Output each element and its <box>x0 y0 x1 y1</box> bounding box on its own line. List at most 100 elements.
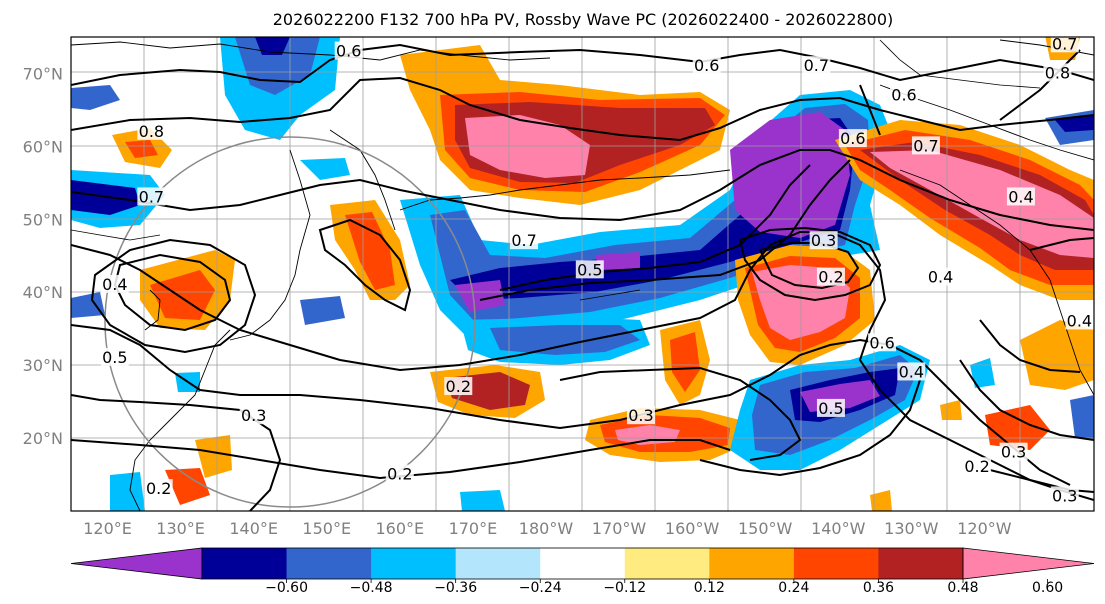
contour-label-box <box>510 231 539 250</box>
contour-label-box <box>809 231 838 250</box>
colorbar-segment <box>540 548 626 579</box>
contour-label-box <box>816 398 845 417</box>
lon-label: 160°E <box>375 519 424 538</box>
pv-contours-thin <box>71 39 1041 301</box>
lat-label: 70°N <box>23 64 63 83</box>
contour-label-box <box>1043 63 1072 82</box>
lat-label: 20°N <box>23 429 63 448</box>
colorbar-segment <box>793 548 879 579</box>
latitude-labels: 20°N 30°N 40°N 50°N 60°N 70°N <box>23 64 63 448</box>
contour-label: 0.3 <box>241 406 266 425</box>
lon-label: 150°W <box>738 519 793 538</box>
colorbar-segment <box>286 548 372 579</box>
colorbar-tick-label: 0.60 <box>1032 580 1063 596</box>
lon-label: 180°W <box>519 519 574 538</box>
contour-label: 0.7 <box>139 187 164 206</box>
contour-label: 0.8 <box>1045 63 1070 82</box>
contour-label: 0.6 <box>869 333 894 352</box>
colorbar-tick-label: 0.36 <box>863 580 894 596</box>
lon-label: 130°W <box>884 519 939 538</box>
lon-label: 130°E <box>156 519 205 538</box>
contour-label-box <box>575 260 604 279</box>
contour-label: 0.2 <box>387 465 412 484</box>
colorbar-extend-high <box>962 547 1095 580</box>
contour-label: 0.6 <box>336 42 361 61</box>
colorbar-segment <box>202 548 288 579</box>
contour-label: 0.6 <box>694 56 719 75</box>
colorbar-tick-label: −0.12 <box>603 580 646 596</box>
contour-label: 0.4 <box>1067 311 1092 330</box>
colorbar-outline <box>201 547 964 580</box>
colorbar-tick-label: 0.48 <box>947 580 978 596</box>
colorbar-tick-label: −0.48 <box>350 580 393 596</box>
longitude-labels: 120°E 130°E 140°E 150°E 160°E 170°E 180°W 170°W… <box>83 519 1012 538</box>
contour-label-box <box>1006 187 1035 206</box>
contour-labels: 0.6 0.8 0.7 0.4 0.5 0.3 0.2 0.2 0.2 0.7 0.5 0.6 0.7 0… <box>100 34 1094 505</box>
contour-label-box <box>816 267 845 286</box>
contour-label: 0.2 <box>146 479 171 498</box>
map-panel: 0.6 0.8 0.7 0.4 0.5 0.3 0.2 0.2 0.2 0.7 0.5 0.6 0.7 0… <box>71 34 1094 511</box>
contour-label: 0.6 <box>840 129 865 148</box>
contour-label-box <box>926 267 955 286</box>
lon-label: 140°W <box>811 519 866 538</box>
contour-label-box <box>911 136 940 155</box>
contour-label: 0.2 <box>446 377 471 396</box>
lon-label: 170°E <box>449 519 498 538</box>
contour-label: 0.5 <box>102 348 127 367</box>
contour-label-box <box>444 377 473 396</box>
contour-label: 0.4 <box>899 362 924 381</box>
contour-label: 0.2 <box>818 268 843 287</box>
map-title: 2026022200 F132 700 hPa PV, Rossby Wave … <box>273 10 894 29</box>
lat-label: 60°N <box>23 137 63 156</box>
colorbar-tick-label: −0.24 <box>519 580 562 596</box>
contour-label: 0.6 <box>891 85 916 104</box>
contour-label: 0.3 <box>628 406 653 425</box>
lat-label: 30°N <box>23 356 63 375</box>
contour-label-box <box>999 442 1028 461</box>
colorbar-tick-label: −0.36 <box>434 580 477 596</box>
contour-label: 0.5 <box>818 399 843 418</box>
contour-label: 0.3 <box>1001 443 1026 462</box>
contour-label-box <box>144 479 173 498</box>
contour-label: 0.3 <box>1052 486 1077 505</box>
contour-label: 0.7 <box>1052 34 1077 53</box>
contour-label-box <box>692 56 721 75</box>
lon-label: 140°E <box>229 519 278 538</box>
colorbar-tick-label: −0.60 <box>265 580 308 596</box>
contour-label: 0.4 <box>1008 187 1033 206</box>
lat-label: 40°N <box>23 283 63 302</box>
contour-label-box <box>385 464 414 483</box>
contour-label-box <box>626 406 655 425</box>
colorbar-segment <box>455 548 541 579</box>
lon-label: 120°E <box>83 519 132 538</box>
contour-label: 0.7 <box>511 231 536 250</box>
contour-label: 0.8 <box>139 122 164 141</box>
contour-label-box <box>100 347 129 366</box>
lon-label: 120°W <box>957 519 1012 538</box>
contour-label-box <box>963 457 992 476</box>
lat-label: 50°N <box>23 210 63 229</box>
contour-label-box <box>802 56 831 75</box>
colorbar-segment <box>371 548 457 579</box>
colorbar <box>70 547 1095 580</box>
contour-label: 0.7 <box>913 136 938 155</box>
contour-label-box <box>100 274 129 293</box>
contour-label: 0.5 <box>577 260 602 279</box>
contour-label-box <box>868 333 897 352</box>
contour-label-box <box>334 41 363 60</box>
contour-label-box <box>1050 37 1079 53</box>
contour-label-box <box>239 406 268 425</box>
contour-label-box <box>1065 311 1094 330</box>
colorbar-segment <box>878 548 964 579</box>
contour-label: 0.4 <box>928 268 953 287</box>
colorbar-segment <box>624 548 710 579</box>
contour-label-box <box>1050 486 1079 505</box>
colorbar-tick-label: 0.24 <box>778 580 809 596</box>
contour-label-box <box>897 362 926 381</box>
contour-label: 0.2 <box>964 457 989 476</box>
contour-label-box <box>137 121 166 140</box>
contour-label: 0.3 <box>811 231 836 250</box>
map-frame <box>70 36 1095 512</box>
contour-label-box <box>137 187 166 206</box>
